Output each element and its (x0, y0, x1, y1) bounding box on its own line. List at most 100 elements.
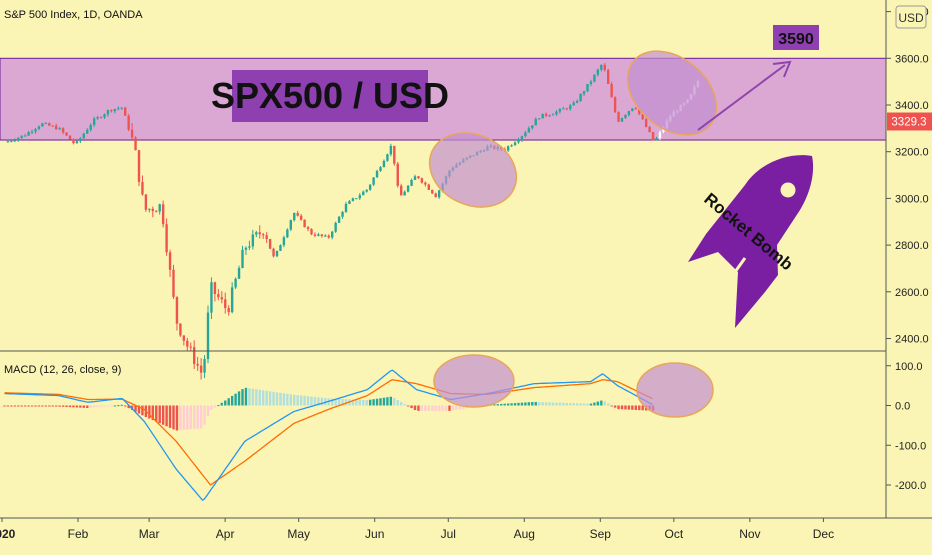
candle-body (196, 363, 199, 366)
histogram-bar (61, 405, 65, 407)
candle-body (317, 234, 320, 236)
candle-body (406, 185, 410, 192)
candle-body (299, 215, 303, 220)
histogram-bar (234, 393, 237, 406)
histogram-bar (306, 396, 310, 406)
candle-body (348, 200, 351, 204)
histogram-bar (244, 387, 248, 406)
candle-body (237, 268, 241, 279)
last-price-box (887, 112, 932, 131)
candle-body (424, 182, 427, 185)
candle-body (10, 140, 13, 142)
candle-body (600, 64, 603, 70)
histogram-bar (6, 405, 10, 407)
histogram-bar (448, 405, 451, 411)
histogram-bar (230, 395, 234, 406)
histogram-bar (203, 405, 206, 425)
candle-body (96, 117, 99, 119)
macd-line (4, 369, 653, 502)
histogram-bar (217, 405, 220, 407)
candle-body (393, 145, 396, 164)
candle-body (48, 123, 51, 126)
candle-body (148, 208, 151, 210)
candle-body (51, 125, 54, 127)
histogram-bar (427, 405, 431, 411)
candle-body (596, 69, 600, 75)
histogram-bar (296, 395, 299, 406)
candle-body (30, 131, 34, 133)
candle-body (141, 181, 144, 195)
candle-body (662, 127, 665, 132)
macd-tick-label: 100.0 (895, 361, 923, 373)
candle-body (289, 220, 293, 230)
candle-body (368, 184, 372, 190)
histogram-bar (151, 405, 155, 421)
time-tick-label: Feb (68, 527, 89, 541)
candle-body (372, 177, 375, 185)
candle-body (548, 115, 551, 117)
candle-body (558, 108, 562, 112)
candle-body (161, 204, 165, 225)
candle-body (37, 126, 41, 129)
candle-body (320, 234, 324, 237)
histogram-bar (462, 405, 465, 409)
candle-body (20, 135, 23, 138)
histogram-bar (451, 405, 455, 411)
histogram-bar (161, 405, 165, 425)
histogram-bar (551, 402, 555, 406)
histogram-bar (558, 402, 562, 406)
histogram-bar (313, 396, 317, 406)
histogram-bar (262, 390, 265, 406)
macd-ellipse-jun (433, 354, 515, 408)
histogram-bar (341, 399, 344, 406)
histogram-bar (365, 400, 368, 406)
histogram-bar (517, 402, 520, 406)
histogram-bar (106, 405, 110, 407)
macd-tick-label: -200.0 (895, 480, 926, 492)
histogram-bar (624, 405, 627, 410)
candle-body (75, 141, 79, 144)
candle-body (182, 335, 186, 341)
target-label-box (773, 25, 819, 50)
macd-tick-label: -100.0 (895, 440, 926, 452)
candle-body (624, 114, 627, 118)
histogram-bar (344, 399, 348, 406)
currency-badge[interactable]: USD (898, 11, 924, 25)
highlight-ellipse-jun (428, 132, 518, 208)
time-tick-label: 2020 (0, 527, 16, 541)
histogram-bar (331, 398, 334, 406)
candle-body (634, 108, 638, 110)
histogram-bar (65, 405, 68, 407)
histogram-bar (441, 405, 444, 411)
candle-body (168, 252, 172, 270)
histogram-bar (110, 405, 113, 407)
banner-box (232, 70, 428, 122)
histogram-bar (268, 391, 272, 406)
candle-body (120, 107, 123, 109)
candle-body (534, 118, 537, 126)
histogram-bar (72, 405, 75, 408)
candle-body (565, 108, 569, 110)
candle-body (86, 129, 89, 134)
candle-body (313, 234, 317, 236)
candle-body (410, 179, 413, 186)
histogram-bar (527, 402, 531, 406)
histogram-bar (575, 403, 579, 406)
histogram-bar (20, 405, 23, 407)
currency-badge-box[interactable] (895, 5, 927, 29)
candle-body (420, 178, 424, 183)
candle-body (206, 312, 210, 359)
histogram-bar (538, 402, 541, 406)
price-tick-label: 3200.0 (895, 147, 929, 159)
candle-body (638, 108, 641, 114)
histogram-bar (638, 405, 641, 411)
candle-body (520, 136, 524, 140)
histogram-bar (48, 405, 51, 407)
histogram-bar (193, 405, 196, 429)
histogram-bar (30, 405, 34, 407)
candle-body (117, 108, 120, 110)
candle-body (524, 132, 527, 137)
candle-body (607, 70, 610, 84)
histogram-bar (148, 405, 151, 419)
